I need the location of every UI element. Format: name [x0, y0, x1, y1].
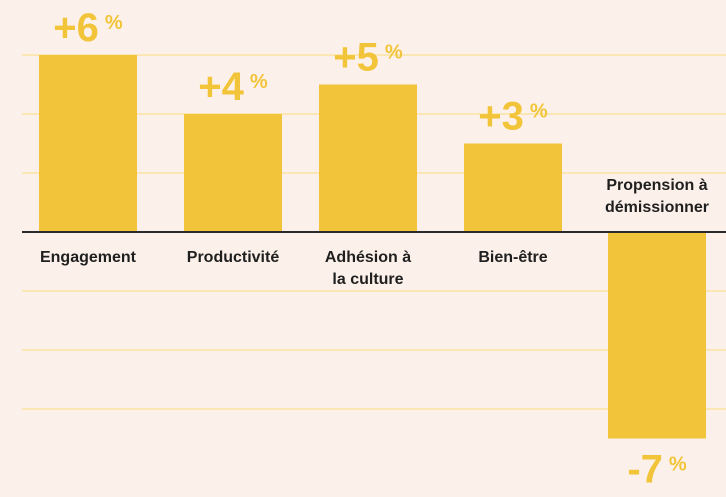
- category-label: Bien-être: [478, 249, 547, 266]
- category-label: Engagement: [40, 249, 137, 266]
- bar: [608, 232, 706, 439]
- data-label: +5%: [333, 36, 403, 80]
- category-label: Adhésion à la culture: [325, 249, 411, 288]
- data-label: +4%: [198, 65, 268, 109]
- category-label: Productivité: [187, 249, 280, 266]
- data-label: -7%: [627, 448, 687, 492]
- category-label: Propension à démissionner: [605, 177, 709, 216]
- bar: [39, 55, 137, 232]
- labels: +6 % Engagement +4 % Productivité +5 % Adhésion …: [40, 6, 709, 492]
- data-label: +6%: [53, 6, 123, 50]
- data-label: +3%: [478, 95, 548, 139]
- bar: [184, 114, 282, 232]
- bar: [464, 143, 562, 232]
- bar: [319, 84, 417, 232]
- bars: [39, 55, 706, 439]
